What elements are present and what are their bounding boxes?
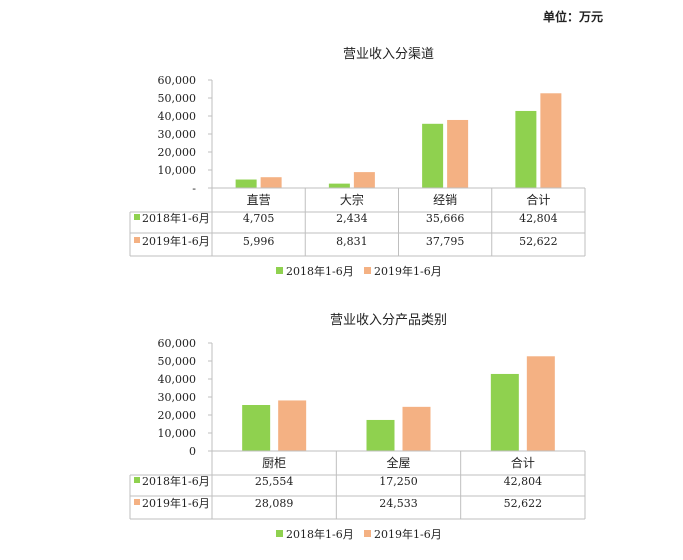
y-tick-label: 60,000 (158, 337, 197, 350)
data-label: 35,666 (426, 212, 465, 225)
series-row-label: 2019年1-6月 (142, 234, 210, 248)
category-label: 大宗 (340, 192, 364, 207)
bar-2018 (366, 419, 395, 451)
bar-2019 (402, 406, 431, 451)
y-tick-label: 50,000 (158, 355, 197, 368)
bar-2019 (447, 119, 469, 188)
legend-swatch-2018 (276, 267, 283, 274)
data-label: 5,996 (243, 235, 275, 248)
data-label: 42,804 (504, 475, 543, 488)
y-tick-label: - (192, 182, 196, 195)
category-label: 全屋 (386, 455, 410, 470)
data-label: 25,554 (255, 475, 294, 488)
y-tick-label: 10,000 (158, 427, 197, 440)
data-label: 37,795 (426, 235, 465, 248)
data-label: 28,089 (255, 497, 294, 510)
y-tick-label: 0 (189, 445, 196, 458)
legend-swatch-2019 (364, 530, 371, 537)
series-row-label: 2018年1-6月 (142, 211, 210, 225)
legend-swatch-2018 (276, 530, 283, 537)
y-tick-label: 50,000 (158, 92, 197, 105)
bar-2019 (278, 400, 307, 451)
data-label: 42,804 (519, 212, 558, 225)
y-tick-label: 20,000 (158, 409, 197, 422)
product-revenue-chart: 营业收入分产品类别 0 10,000 20,000 30,000 40,000 50,000… (129, 313, 586, 541)
data-label: 24,533 (379, 497, 418, 510)
legend-key-2019 (134, 237, 140, 243)
bar-2018 (515, 110, 537, 188)
legend-label: 2019年1-6月 (374, 527, 442, 541)
data-label: 8,831 (336, 235, 368, 248)
legend-label: 2018年1-6月 (286, 264, 354, 278)
chart-title: 营业收入分渠道 (343, 47, 434, 62)
legend-key-2018 (134, 214, 140, 220)
y-tick-label: 20,000 (158, 146, 197, 159)
legend-swatch-2019 (364, 267, 371, 274)
series-row-label: 2018年1-6月 (142, 474, 210, 488)
y-tick-label: 30,000 (158, 391, 197, 404)
bar-2019 (540, 93, 562, 188)
category-label: 经销 (433, 193, 457, 207)
bar-2019 (353, 172, 375, 188)
y-tick-label: 30,000 (158, 128, 197, 141)
data-label: 2,434 (336, 212, 368, 225)
y-tick-label: 40,000 (158, 110, 197, 123)
data-label: 17,250 (379, 475, 418, 488)
bar-2019 (526, 356, 555, 451)
y-tick-label: 10,000 (158, 164, 197, 177)
data-label: 52,622 (504, 497, 543, 510)
bar-2018 (242, 405, 271, 451)
series-row-label: 2019年1-6月 (142, 496, 210, 510)
bar-2018 (490, 373, 519, 451)
legend-label: 2019年1-6月 (374, 264, 442, 278)
data-label: 52,622 (519, 235, 558, 248)
category-label: 合计 (526, 192, 550, 207)
bar-2019 (260, 177, 282, 188)
category-label: 直营 (247, 193, 271, 207)
legend-key-2019 (134, 499, 140, 505)
bar-2018 (422, 123, 444, 188)
bar-2018 (328, 183, 350, 188)
category-label: 合计 (511, 455, 535, 470)
bar-2018 (235, 179, 257, 188)
unit-label: 单位：万元 (542, 10, 603, 24)
legend-label: 2018年1-6月 (286, 527, 354, 541)
channel-revenue-chart: 营业收入分渠道 - 10,000 20,000 30,000 40,000 50,000 60… (129, 47, 586, 278)
y-tick-label: 60,000 (158, 74, 197, 87)
category-label: 厨柜 (262, 456, 286, 470)
y-tick-label: 40,000 (158, 373, 197, 386)
legend-key-2018 (134, 477, 140, 483)
chart-title: 营业收入分产品类别 (330, 313, 447, 328)
data-label: 4,705 (243, 212, 275, 225)
